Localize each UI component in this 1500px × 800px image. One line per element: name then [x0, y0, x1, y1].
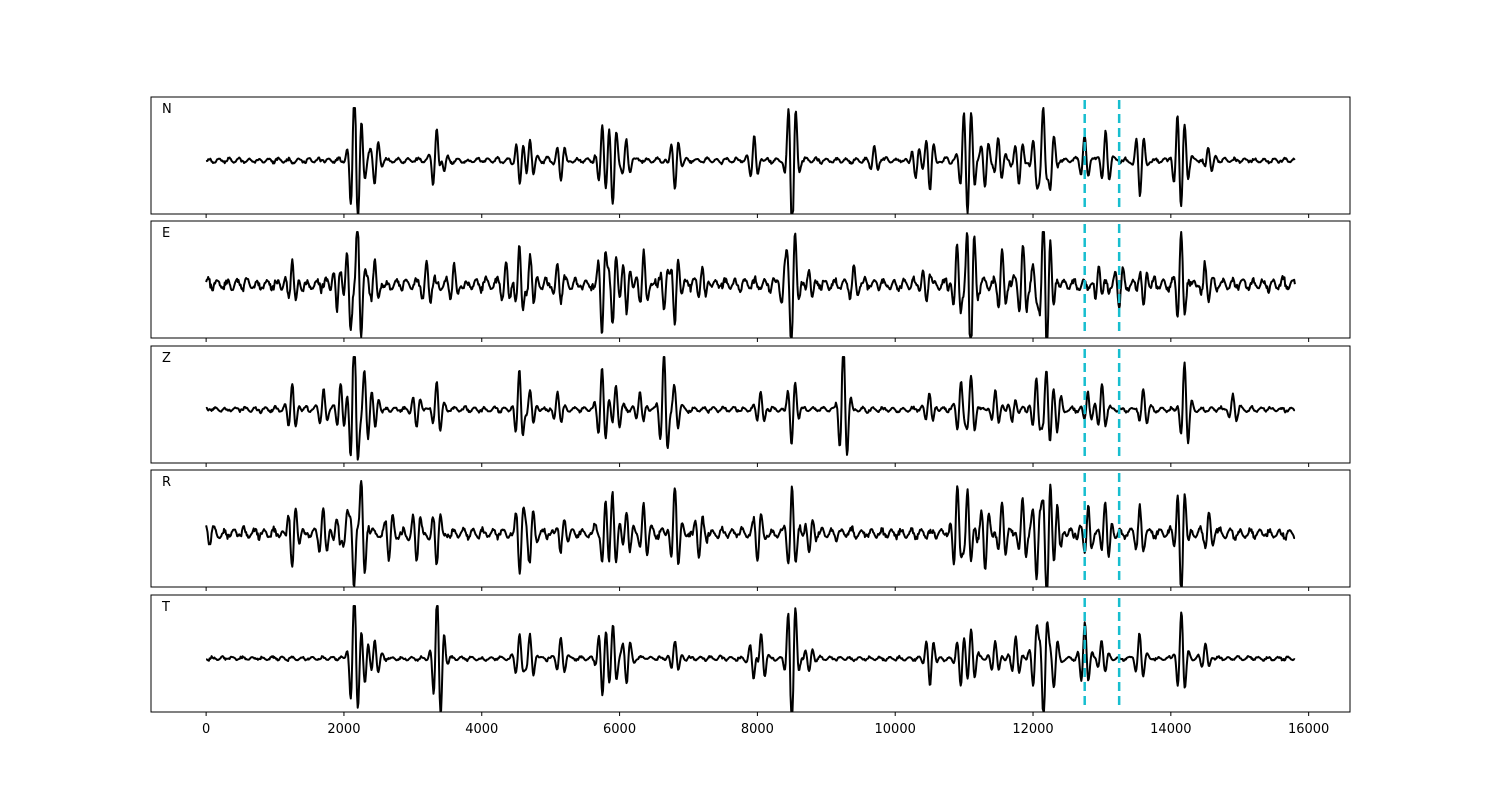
x-tick-label: 12000 — [1012, 722, 1053, 737]
x-tick-label: 0 — [202, 722, 210, 737]
channel-label: Z — [162, 351, 171, 366]
x-tick-label: 4000 — [465, 722, 498, 737]
trace-panel-z: Z — [150, 345, 1351, 467]
x-tick-label: 6000 — [603, 722, 636, 737]
x-tick-label: 2000 — [327, 722, 360, 737]
channel-label: E — [162, 226, 170, 241]
waveform-trace — [205, 107, 1296, 214]
x-tick-label: 10000 — [875, 722, 916, 737]
x-axis: 0 2000 4000 6000 8000 10000 12000 14000 16000 — [202, 722, 1329, 737]
trace-panel-e: E — [150, 220, 1351, 342]
waveform-trace — [205, 605, 1296, 712]
panel-frame — [150, 220, 1351, 339]
trace-panel-n: N — [150, 96, 1351, 218]
panels: N E Z R T — [150, 96, 1351, 716]
channel-label: N — [162, 102, 172, 117]
waveform-trace — [205, 231, 1296, 338]
panel-frame — [150, 594, 1351, 713]
trace-panel-t: T — [150, 594, 1351, 716]
panel-frame — [150, 345, 1351, 464]
waveform-trace — [205, 356, 1296, 461]
panel-frame — [150, 469, 1351, 588]
x-tick-label: 16000 — [1288, 722, 1329, 737]
x-tick-label: 14000 — [1150, 722, 1191, 737]
channel-label: T — [161, 600, 170, 615]
panel-frame — [150, 96, 1351, 215]
waveform-trace — [205, 480, 1296, 587]
channel-label: R — [162, 475, 171, 490]
x-tick-label: 8000 — [741, 722, 774, 737]
trace-panel-r: R — [150, 469, 1351, 591]
